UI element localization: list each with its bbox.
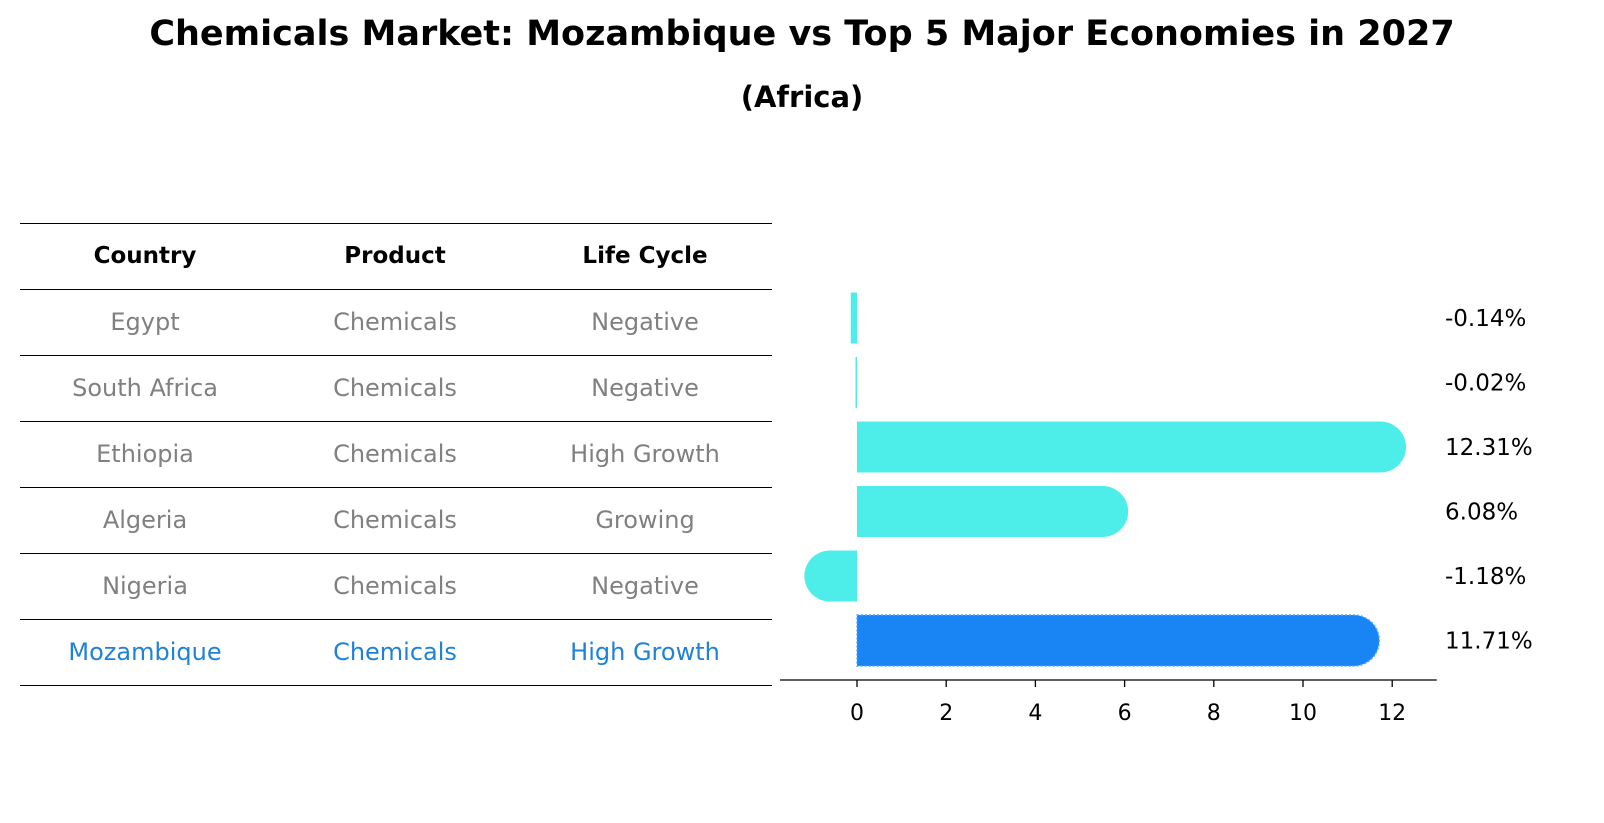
x-axis-tick-label: 10	[1289, 701, 1317, 726]
table-cell-country: Ethiopia	[96, 440, 194, 468]
bar-nigeria	[804, 550, 857, 602]
bar-egypt	[850, 292, 857, 344]
table-rule	[20, 421, 772, 422]
bar-south-africa	[855, 357, 857, 408]
table-cell-life-cycle: High Growth	[570, 440, 720, 468]
chart-subtitle: (Africa)	[740, 80, 864, 114]
table-cell-product: Chemicals	[333, 506, 457, 534]
growth-bar-chart: -0.14% -0.02% 12.31% 6.08% -1.18% 11.71% 0 2 4 6 8…	[780, 292, 1533, 726]
table-cell-product: Chemicals	[333, 374, 457, 402]
table-cell-country: Nigeria	[102, 572, 188, 600]
table-rule	[20, 685, 772, 686]
x-axis-tick-label: 8	[1207, 701, 1221, 726]
table-cell-product: Chemicals	[333, 308, 457, 336]
table-cell-product: Chemicals	[333, 440, 457, 468]
chart-title: Chemicals Market: Mozambique vs Top 5 Ma…	[149, 14, 1455, 54]
table-rule	[20, 289, 772, 290]
table-cell-country: Egypt	[110, 308, 180, 336]
table-rule	[20, 619, 772, 620]
table-cell-life-cycle-highlight: High Growth	[570, 638, 720, 666]
x-axis-tick-label: 0	[850, 701, 864, 726]
table-cell-country-highlight: Mozambique	[68, 638, 222, 666]
bar-value-label: -1.18%	[1445, 564, 1526, 590]
table-cell-life-cycle: Negative	[591, 572, 699, 600]
x-axis-tick-label: 2	[939, 701, 953, 726]
x-axis-tick-label: 12	[1378, 701, 1406, 726]
table-cell-product: Chemicals	[333, 572, 457, 600]
bar-value-label: 12.31%	[1445, 435, 1533, 461]
x-axis-tick-label: 6	[1118, 701, 1132, 726]
table-header-life-cycle: Life Cycle	[582, 243, 708, 269]
table-cell-life-cycle: Growing	[595, 506, 695, 534]
table-header-product: Product	[344, 243, 446, 269]
x-axis-tick-label: 4	[1028, 701, 1042, 726]
bar-value-label: -0.14%	[1445, 306, 1526, 332]
bar-value-label: 6.08%	[1445, 500, 1518, 526]
table-rule	[20, 223, 772, 224]
table-cell-life-cycle: Negative	[591, 308, 699, 336]
table-rule	[20, 487, 772, 488]
bar-algeria	[857, 486, 1129, 537]
table-cell-product-highlight: Chemicals	[333, 638, 457, 666]
table-cell-life-cycle: Negative	[591, 374, 699, 402]
table-cell-country: South Africa	[72, 374, 218, 402]
bar-ethiopia	[857, 421, 1407, 473]
bar-value-label: 11.71%	[1445, 629, 1533, 655]
bar-highlight-mozambique	[856, 614, 1381, 667]
table-header-country: Country	[93, 243, 197, 269]
bar-value-label: -0.02%	[1445, 371, 1526, 397]
table-cell-country: Algeria	[102, 506, 188, 534]
table-rule	[20, 553, 772, 554]
table-rule	[20, 355, 772, 356]
